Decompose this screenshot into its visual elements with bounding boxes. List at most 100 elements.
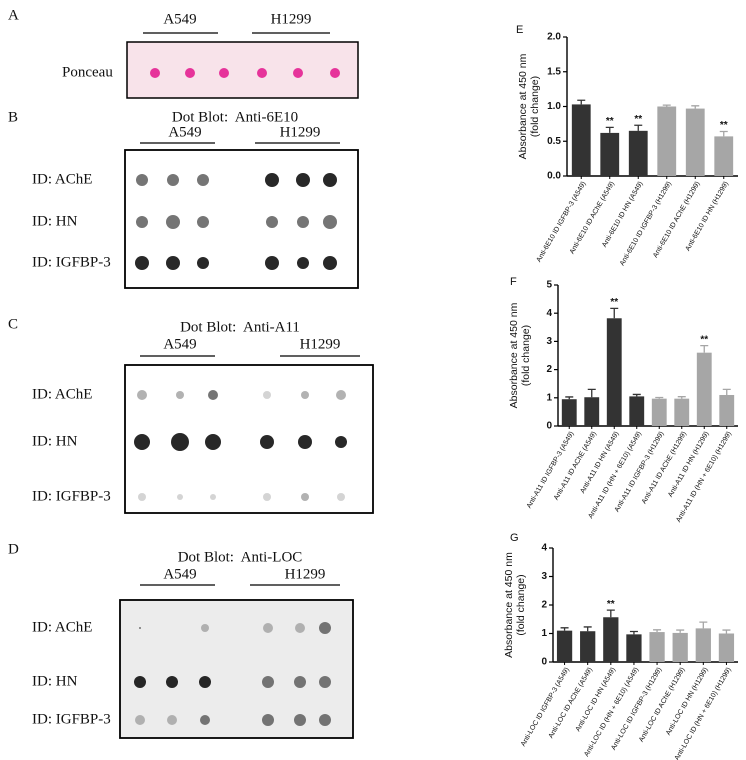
bar: [719, 394, 735, 426]
y-tick-label: 3: [541, 571, 547, 582]
blot-dot: [263, 391, 271, 399]
error-bar: [676, 629, 685, 633]
error-bar: [722, 388, 731, 395]
blot-dot: [167, 174, 179, 186]
blot-dot: [137, 390, 147, 400]
group-label: A549: [163, 11, 196, 27]
error-bar: [577, 99, 586, 105]
error-bar: [583, 626, 592, 632]
significance-mark: **: [634, 114, 642, 125]
bar: [651, 398, 667, 426]
blot-dot: [337, 493, 345, 501]
blot-dot: [166, 256, 180, 270]
blot-title: Dot Blot: Anti-6E10: [172, 109, 298, 125]
bar: [561, 399, 577, 426]
panel-letter: F: [510, 276, 517, 288]
blot-dot: [139, 627, 141, 629]
row-label: ID: HN: [32, 213, 78, 229]
group-label: H1299: [271, 11, 312, 27]
blot-dot: [323, 173, 337, 187]
significance-mark: **: [606, 116, 614, 127]
blot-dot: [136, 216, 148, 228]
error-bar: [560, 627, 569, 631]
row-label: ID: IGFBP-3: [32, 711, 111, 727]
row-label: ID: IGFBP-3: [32, 254, 111, 270]
blot-dot: [336, 390, 346, 400]
blot-title: Dot Blot: Anti-LOC: [178, 549, 303, 565]
blot-dot: [176, 391, 184, 399]
panel-letter: E: [516, 24, 523, 36]
blot-dot: [171, 433, 189, 451]
error-bar: [565, 396, 574, 400]
blot-dot: [295, 623, 305, 633]
blot-dot: [265, 256, 279, 270]
y-axis-label: (fold change): [520, 325, 532, 386]
blot-dot: [319, 676, 331, 688]
y-tick-label: 4: [546, 308, 552, 319]
blot-dot: [200, 715, 210, 725]
bar: [695, 628, 711, 662]
x-tick-label: Anti-LOC ID HN (H1299): [665, 666, 710, 736]
blot-membrane: [119, 599, 354, 739]
x-tick-label: Anti-LOC ID IGFBP-3 (A549): [520, 666, 571, 747]
significance-mark: **: [720, 120, 728, 131]
bar: [714, 136, 734, 176]
error-bar: [719, 130, 728, 137]
significance-mark: **: [610, 297, 618, 308]
error-bar: [700, 344, 709, 353]
x-tick-label: Anti-A11 ID HN (H1299): [667, 430, 710, 498]
group-label: A549: [163, 566, 196, 582]
group-label: H1299: [300, 336, 341, 352]
y-tick-label: 1: [541, 628, 547, 639]
x-tick-label: Anti-A11 ID AChE (A549): [553, 430, 598, 501]
bar: [580, 631, 596, 662]
blot-dot: [294, 676, 306, 688]
significance-mark: **: [700, 334, 708, 345]
error-bar: [587, 388, 596, 398]
bar: [649, 632, 665, 662]
error-bar: [655, 396, 664, 399]
blot-dot: [166, 676, 178, 688]
y-axis-label: (fold change): [529, 76, 541, 137]
row-label: ID: HN: [32, 433, 78, 449]
x-tick-label: Anti-A11 ID AChE (H1299): [641, 430, 688, 505]
blot-dot: [298, 435, 312, 449]
panel-letter: A: [8, 7, 19, 23]
y-tick-label: 2: [541, 600, 547, 611]
error-bar: [629, 630, 638, 635]
bar: [606, 318, 622, 426]
ponceau-dot: [293, 68, 303, 78]
blot-dot: [135, 256, 149, 270]
y-tick-label: 0: [546, 421, 552, 432]
ponceau-dot: [219, 68, 229, 78]
blot-dot: [323, 215, 337, 229]
ponceau-dot: [150, 68, 160, 78]
row-label: ID: AChE: [32, 619, 92, 635]
row-label: ID: AChE: [32, 386, 92, 402]
blot-dot: [260, 435, 274, 449]
blot-dot: [319, 714, 331, 726]
row-label: ID: HN: [32, 673, 78, 689]
error-bar: [610, 307, 619, 319]
bar: [626, 634, 642, 662]
error-bar: [606, 609, 615, 618]
y-tick-label: 2.0: [547, 32, 561, 43]
bar: [603, 617, 619, 662]
blot-dot: [205, 434, 221, 450]
group-label: A549: [168, 124, 201, 140]
panel-letter: G: [510, 532, 519, 544]
blot-dot: [296, 173, 310, 187]
blot-dot: [265, 173, 279, 187]
error-bar: [691, 105, 700, 109]
blot-membrane: [124, 364, 374, 514]
blot-dot: [177, 494, 183, 500]
blot-dot: [208, 390, 218, 400]
blot-dot: [134, 676, 146, 688]
blot-dot: [197, 216, 209, 228]
blot-dot: [297, 257, 309, 269]
bar: [685, 108, 705, 176]
blot-dot: [319, 622, 331, 634]
group-label: H1299: [280, 124, 321, 140]
y-tick-label: 3: [546, 336, 552, 347]
